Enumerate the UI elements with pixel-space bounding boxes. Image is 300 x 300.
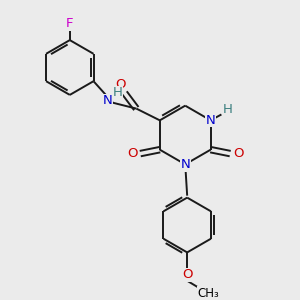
Text: N: N [103, 94, 113, 107]
Text: CH₃: CH₃ [198, 287, 220, 300]
Text: N: N [180, 158, 190, 171]
Text: H: H [113, 86, 123, 99]
Text: O: O [182, 268, 192, 281]
Text: O: O [233, 147, 243, 160]
Text: F: F [66, 17, 74, 30]
Text: H: H [222, 103, 232, 116]
Text: O: O [116, 78, 126, 91]
Text: N: N [206, 114, 215, 127]
Text: O: O [127, 147, 138, 160]
